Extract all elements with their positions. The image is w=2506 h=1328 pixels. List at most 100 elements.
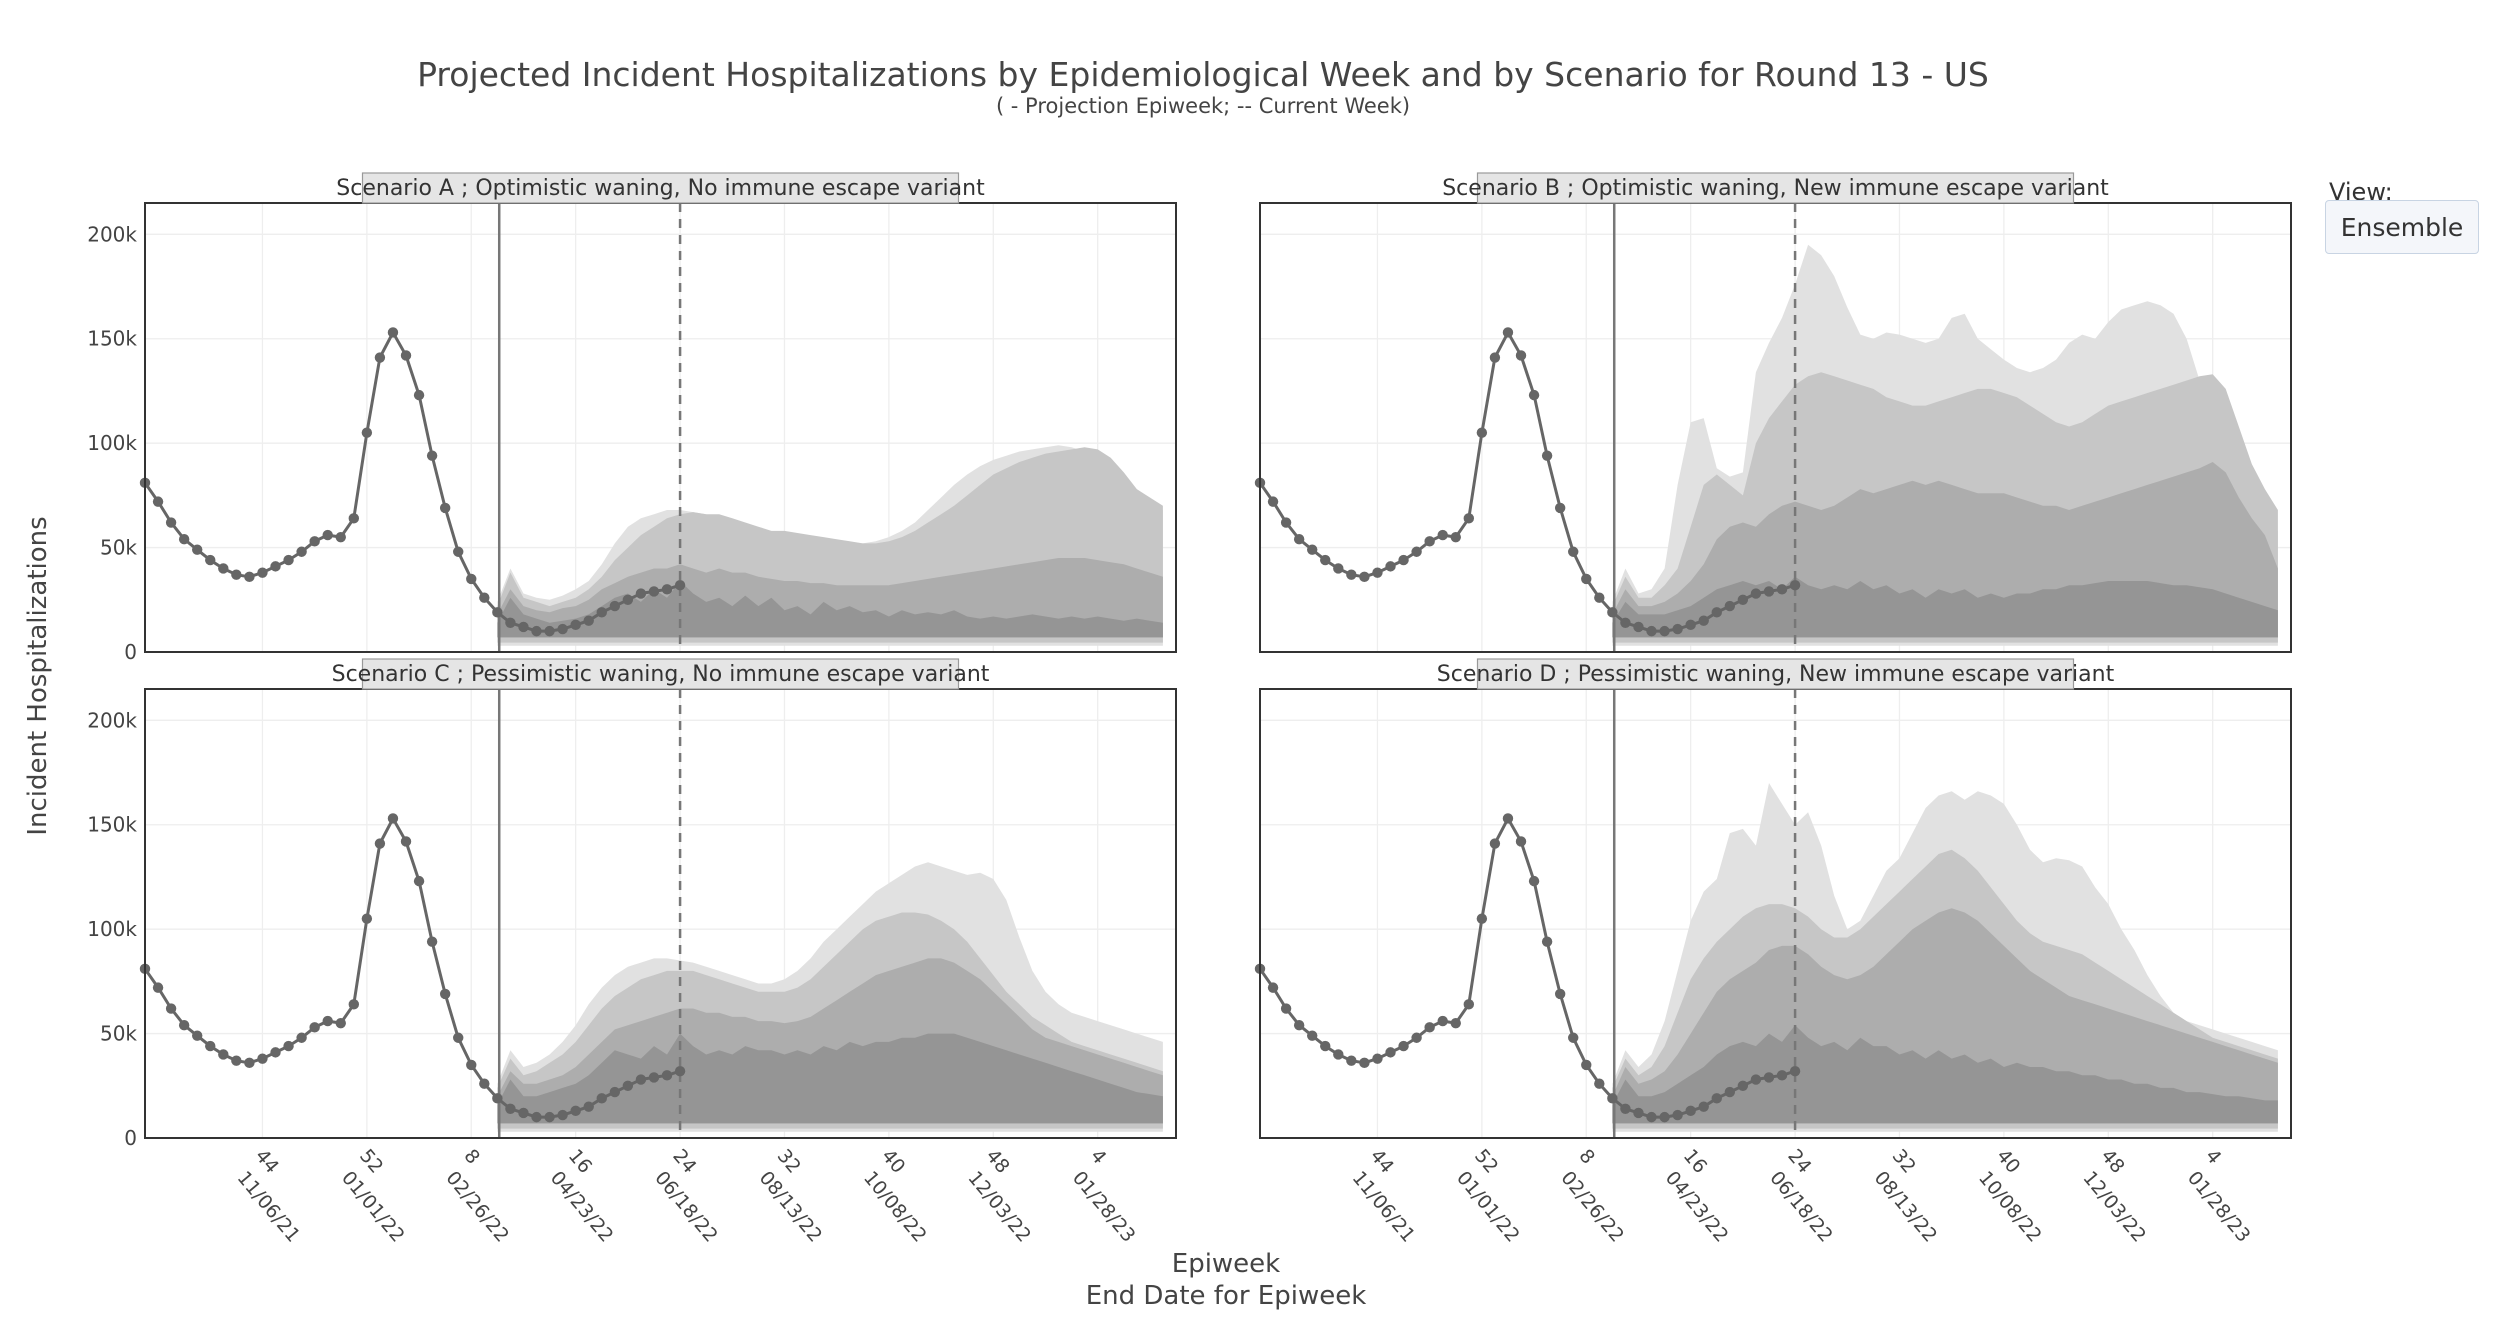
- panels-layer: Scenario A ; Optimistic waning, No immun…: [87, 172, 2292, 1247]
- observed-point: [674, 1065, 686, 1077]
- observed-point: [348, 999, 360, 1010]
- panel-strip: Scenario B ; Optimistic waning, New immu…: [1442, 172, 2109, 204]
- observed-point: [661, 584, 673, 595]
- observed-point: [648, 1072, 660, 1083]
- observed-point: [635, 588, 647, 599]
- observed-point: [400, 350, 412, 361]
- observed-point: [178, 534, 190, 545]
- observed-point: [1528, 875, 1540, 887]
- observed-point: [1346, 1055, 1357, 1066]
- observed-point: [531, 1111, 542, 1123]
- observed-point: [1489, 352, 1501, 363]
- observed-point: [1372, 567, 1383, 578]
- observed-point: [152, 982, 164, 993]
- observed-point: [661, 1070, 673, 1081]
- observed-point: [270, 1047, 281, 1058]
- y-tick-label: 100k: [87, 917, 137, 941]
- observed-point: [544, 625, 555, 637]
- observed-point: [479, 592, 490, 603]
- observed-point: [1737, 1080, 1749, 1091]
- chart-subtitle: ( - Projection Epiweek; -- Current Week): [996, 94, 1410, 118]
- observed-point: [1554, 988, 1566, 1000]
- observed-point: [1568, 1032, 1579, 1043]
- x-tick-date: 04/23/22: [546, 1167, 618, 1247]
- observed-point: [1437, 1015, 1448, 1027]
- observed-point: [1646, 1111, 1657, 1123]
- observed-point: [1685, 619, 1696, 631]
- observed-point: [492, 607, 503, 618]
- observed-point: [1789, 1065, 1801, 1077]
- x-tick-epiweek: 4: [1086, 1145, 1111, 1168]
- observed-point: [1711, 1093, 1722, 1104]
- observed-point: [1568, 546, 1579, 557]
- observed-point: [374, 838, 386, 849]
- panel-title: Scenario A ; Optimistic waning, No immun…: [336, 176, 985, 201]
- observed-point: [165, 517, 177, 528]
- observed-point: [1633, 1107, 1644, 1119]
- observed-point: [505, 617, 516, 628]
- observed-point: [1776, 584, 1788, 595]
- observed-point: [1411, 546, 1422, 557]
- observed-point: [296, 546, 307, 557]
- observed-point: [466, 573, 477, 585]
- observed-point: [335, 531, 346, 543]
- panel-strip: Scenario C ; Pessimistic waning, No immu…: [332, 658, 990, 690]
- observed-point: [1698, 615, 1709, 626]
- chart-title: Projected Incident Hospitalizations by E…: [417, 55, 1989, 94]
- observed-point: [1320, 1040, 1331, 1052]
- x-tick-date: 01/28/23: [1068, 1167, 1140, 1247]
- observed-point: [570, 1105, 581, 1117]
- observed-point: [270, 561, 281, 572]
- observed-point: [439, 988, 451, 1000]
- panel-title: Scenario C ; Pessimistic waning, No immu…: [332, 662, 990, 687]
- observed-point: [152, 496, 164, 507]
- panel-strip-box: [1476, 658, 2075, 690]
- projection-band-core: [1612, 1025, 2278, 1124]
- observed-point: [622, 1080, 634, 1091]
- observed-point: [309, 1022, 320, 1033]
- x-tick-epiweek: 8: [459, 1145, 484, 1168]
- observed-point: [322, 529, 333, 541]
- observed-point: [1672, 623, 1683, 635]
- view-select-value: Ensemble: [2340, 212, 2464, 242]
- observed-point: [322, 1015, 333, 1027]
- observed-point: [1633, 621, 1644, 633]
- observed-point: [505, 1103, 516, 1114]
- observed-point: [1476, 427, 1488, 438]
- observed-point: [361, 427, 373, 438]
- observed-point: [283, 1040, 294, 1052]
- observed-point: [1333, 563, 1344, 574]
- panel-title: Scenario D ; Pessimistic waning, New imm…: [1437, 662, 2115, 687]
- observed-point: [335, 1017, 346, 1029]
- y-tick-label: 50k: [100, 1022, 137, 1046]
- observed-point: [1463, 513, 1475, 524]
- observed-point: [218, 1049, 229, 1060]
- x-tick-epiweek: 4: [2201, 1145, 2226, 1168]
- observed-point: [557, 1109, 568, 1121]
- observed-point: [1411, 1032, 1422, 1043]
- x-tick-epiweek: 8: [1574, 1145, 1599, 1168]
- y-tick-label: 150k: [87, 327, 137, 351]
- view-select-button[interactable]: Ensemble: [2325, 200, 2479, 254]
- observed-point: [192, 1030, 203, 1041]
- observed-point: [1333, 1049, 1344, 1060]
- y-tick-label: 50k: [100, 536, 137, 560]
- y-tick-label: 150k: [87, 813, 137, 837]
- panel-a: Scenario A ; Optimistic waning, No immun…: [87, 172, 1177, 664]
- observed-point: [1267, 496, 1279, 507]
- observed-point: [192, 544, 203, 555]
- observed-point: [1750, 1074, 1762, 1085]
- observed-point: [1307, 544, 1318, 555]
- observed-point: [1659, 1111, 1670, 1123]
- observed-point: [1685, 1105, 1696, 1117]
- observed-point: [596, 1093, 607, 1104]
- observed-point: [557, 623, 568, 635]
- observed-point: [426, 450, 438, 461]
- observed-point: [1607, 1093, 1618, 1104]
- observed-point: [648, 586, 660, 597]
- x-axis-label-secondary: End Date for Epiweek: [1086, 1281, 1367, 1311]
- observed-point: [244, 571, 255, 583]
- observed-point: [518, 1107, 529, 1119]
- observed-point: [231, 1055, 242, 1066]
- observed-point: [1594, 1078, 1605, 1089]
